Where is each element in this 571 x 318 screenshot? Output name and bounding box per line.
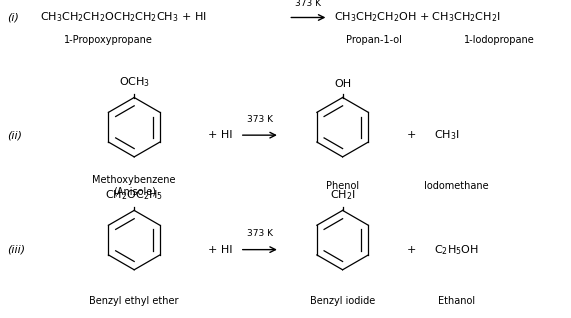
Text: CH$_2$OC$_2$H$_5$: CH$_2$OC$_2$H$_5$ <box>105 188 163 202</box>
Text: OCH$_3$: OCH$_3$ <box>119 75 150 89</box>
Text: OH: OH <box>334 79 351 89</box>
Text: CH$_2$I: CH$_2$I <box>330 188 355 202</box>
Text: +: + <box>407 130 416 140</box>
Text: 1-Propoxypropane: 1-Propoxypropane <box>64 35 153 45</box>
Text: Benzyl ethyl ether: Benzyl ethyl ether <box>90 295 179 306</box>
Text: Iodomethane: Iodomethane <box>424 181 489 191</box>
Text: (ii): (ii) <box>7 130 22 140</box>
Text: Phenol: Phenol <box>326 181 359 191</box>
Text: Benzyl iodide: Benzyl iodide <box>310 295 375 306</box>
Text: + HI: + HI <box>208 130 233 140</box>
Text: 1-Iodopropane: 1-Iodopropane <box>464 35 535 45</box>
Text: + HI: + HI <box>208 245 233 255</box>
Text: 373 K: 373 K <box>247 230 273 238</box>
Text: Propan-1-ol: Propan-1-ol <box>346 35 402 45</box>
Text: 373 K: 373 K <box>247 115 273 124</box>
Text: CH$_3$CH$_2$CH$_2$OH + CH$_3$CH$_2$CH$_2$I: CH$_3$CH$_2$CH$_2$OH + CH$_3$CH$_2$CH$_2… <box>334 10 501 24</box>
Text: CH$_3$CH$_2$CH$_2$OCH$_2$CH$_2$CH$_3$ + HI: CH$_3$CH$_2$CH$_2$OCH$_2$CH$_2$CH$_3$ + … <box>40 10 207 24</box>
Text: Methoxybenzene
(Anisole): Methoxybenzene (Anisole) <box>93 175 176 197</box>
Text: 373 K: 373 K <box>295 0 321 8</box>
Text: Ethanol: Ethanol <box>438 295 476 306</box>
Text: +: + <box>407 245 416 255</box>
Text: CH$_3$I: CH$_3$I <box>434 128 460 142</box>
Text: C$_2$H$_5$OH: C$_2$H$_5$OH <box>434 243 479 257</box>
Text: (iii): (iii) <box>7 245 25 255</box>
Text: (i): (i) <box>7 12 19 23</box>
